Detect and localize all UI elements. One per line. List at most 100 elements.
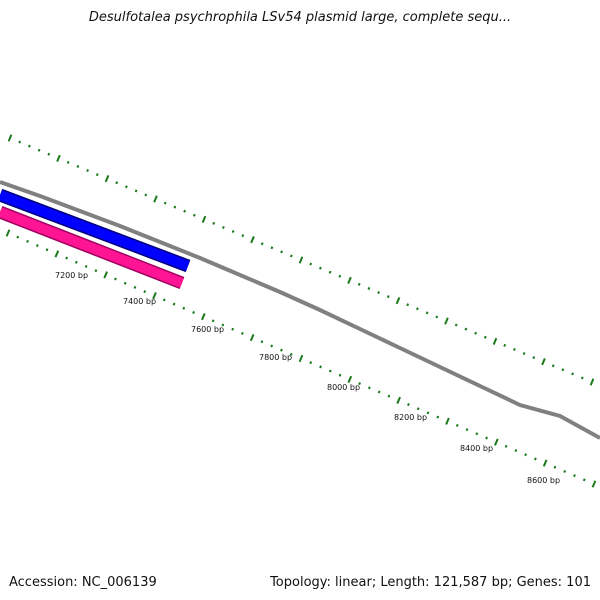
minor-tick (465, 428, 469, 432)
minor-tick (241, 331, 244, 335)
accession-label: Accession: NC_006139 (9, 575, 157, 590)
minor-tick (416, 307, 419, 311)
minor-tick (464, 327, 468, 331)
major-tick (494, 438, 499, 446)
minor-tick (231, 230, 235, 234)
feature-forward[interactable] (0, 188, 191, 273)
minor-tick (123, 281, 127, 285)
major-tick (153, 195, 158, 203)
tick-label: 8600 bp (527, 476, 560, 485)
minor-tick (377, 291, 380, 295)
tick-label: 8200 bp (394, 413, 427, 422)
minor-tick (163, 201, 167, 205)
major-tick (201, 313, 206, 321)
major-tick (347, 375, 353, 384)
minor-tick (580, 376, 584, 380)
minor-tick (357, 282, 361, 286)
major-tick (298, 354, 304, 363)
minor-tick (524, 453, 528, 457)
minor-tick (115, 181, 119, 185)
minor-tick (114, 277, 117, 281)
minor-tick (84, 264, 88, 268)
major-tick (396, 396, 401, 404)
minor-tick (504, 444, 508, 448)
minor-tick (45, 248, 49, 252)
major-tick (54, 250, 60, 258)
minor-tick (241, 234, 245, 238)
minor-tick (37, 148, 41, 152)
minor-tick (289, 254, 293, 258)
major-tick (5, 229, 11, 237)
minor-tick (474, 331, 477, 335)
minor-tick (47, 152, 51, 156)
major-tick (250, 236, 255, 244)
major-tick (7, 134, 13, 142)
tick-label: 7800 bp (259, 353, 292, 362)
minor-tick (212, 221, 216, 225)
minor-tick (66, 160, 70, 164)
minor-tick (173, 205, 177, 209)
minor-tick (76, 164, 80, 168)
minor-tick (280, 348, 283, 352)
minor-tick (16, 235, 20, 239)
major-tick (249, 333, 255, 342)
major-tick (541, 358, 546, 366)
tick-label: 8400 bp (460, 444, 493, 453)
minor-tick (125, 185, 128, 189)
major-tick (201, 215, 207, 223)
minor-tick (86, 169, 89, 173)
minor-tick (435, 315, 439, 319)
minor-tick (534, 457, 537, 461)
minor-tick (134, 189, 138, 193)
major-tick (591, 480, 597, 488)
minor-tick (192, 213, 196, 217)
minor-tick (377, 390, 381, 394)
major-tick (104, 175, 110, 183)
minor-tick (280, 250, 283, 254)
minor-tick (563, 469, 567, 473)
minor-tick (18, 140, 22, 144)
outer-tick-track (7, 134, 595, 386)
minor-tick (222, 225, 225, 229)
minor-tick (231, 327, 235, 331)
minor-tick (561, 368, 565, 372)
minor-tick (74, 260, 78, 264)
minor-tick (211, 319, 215, 323)
minor-tick (144, 193, 148, 197)
minor-tick (133, 285, 137, 289)
minor-tick (522, 352, 526, 356)
minor-tick (319, 365, 322, 369)
feature-reverse[interactable] (0, 205, 185, 290)
major-tick (492, 337, 498, 345)
minor-tick (309, 262, 313, 266)
minor-tick (221, 323, 225, 327)
minor-tick (571, 372, 574, 376)
minor-tick (289, 352, 293, 356)
minor-tick (425, 311, 429, 315)
minor-tick (387, 394, 391, 398)
minor-tick (260, 340, 264, 344)
minor-tick (358, 382, 361, 386)
minor-tick (532, 356, 536, 360)
topology-summary: Topology: linear; Length: 121,587 bp; Ge… (270, 575, 591, 590)
major-tick (395, 297, 401, 305)
minor-tick (328, 369, 332, 373)
minor-tick (319, 266, 322, 270)
minor-tick (485, 436, 488, 440)
major-tick (152, 292, 157, 300)
minor-tick (514, 449, 518, 453)
minor-tick (183, 209, 186, 213)
minor-tick (455, 423, 459, 427)
minor-tick (386, 295, 390, 299)
minor-tick (94, 269, 98, 273)
minor-tick (513, 347, 516, 351)
sequence-backbone (0, 180, 600, 440)
minor-tick (416, 407, 420, 411)
minor-tick (162, 298, 166, 302)
minor-tick (270, 344, 274, 348)
major-tick (445, 417, 450, 425)
tick-labels: 7200 bp 7400 bp 7600 bp 7800 bp 8000 bp … (55, 271, 560, 485)
minor-tick (338, 274, 342, 278)
major-tick (103, 271, 108, 279)
